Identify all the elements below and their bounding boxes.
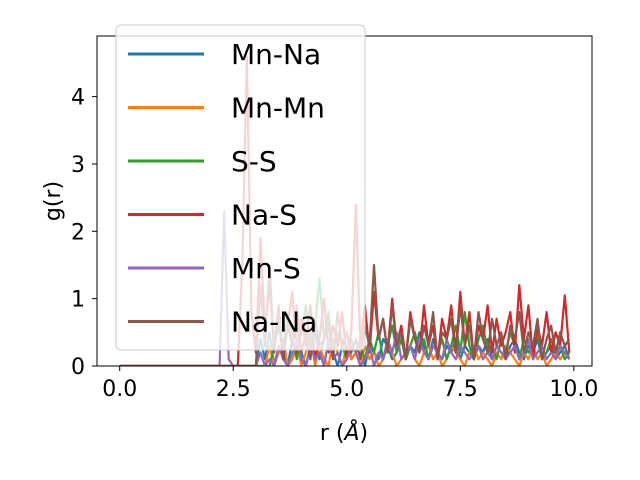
legend-label: S-S <box>231 145 277 178</box>
legend-label: Mn-S <box>231 252 301 285</box>
x-tick-label: 5.0 <box>329 377 364 402</box>
x-tick-label: 0.0 <box>102 377 137 402</box>
x-axis-label-unit: Å <box>342 419 359 446</box>
series-line-mn-s <box>119 210 571 366</box>
y-axis-label: g(r) <box>41 181 66 221</box>
x-tick-label: 2.5 <box>216 377 251 402</box>
x-tick-label: 7.5 <box>443 377 478 402</box>
x-axis: 0.0 2.5 5.0 7.5 10.0 <box>102 366 598 402</box>
legend: Mn-Na Mn-Mn S-S Na-S Mn-S Na-Na <box>115 24 366 351</box>
x-axis-label: r (Å) <box>320 419 368 446</box>
y-tick-label: 4 <box>71 86 85 111</box>
y-tick-label: 1 <box>71 288 85 313</box>
x-axis-label-text: r ( <box>320 421 345 446</box>
y-tick-label: 0 <box>71 355 85 380</box>
y-tick-label: 2 <box>71 220 85 245</box>
legend-label: Na-S <box>231 199 297 232</box>
y-tick-label: 3 <box>71 153 85 178</box>
y-axis: 0 1 2 3 4 <box>71 86 97 380</box>
x-tick-label: 10.0 <box>549 377 598 402</box>
legend-frame <box>115 24 366 351</box>
legend-label: Mn-Mn <box>231 92 325 125</box>
legend-label: Mn-Na <box>231 38 321 71</box>
x-axis-label-close: ) <box>360 421 369 446</box>
legend-label: Na-Na <box>231 306 317 339</box>
